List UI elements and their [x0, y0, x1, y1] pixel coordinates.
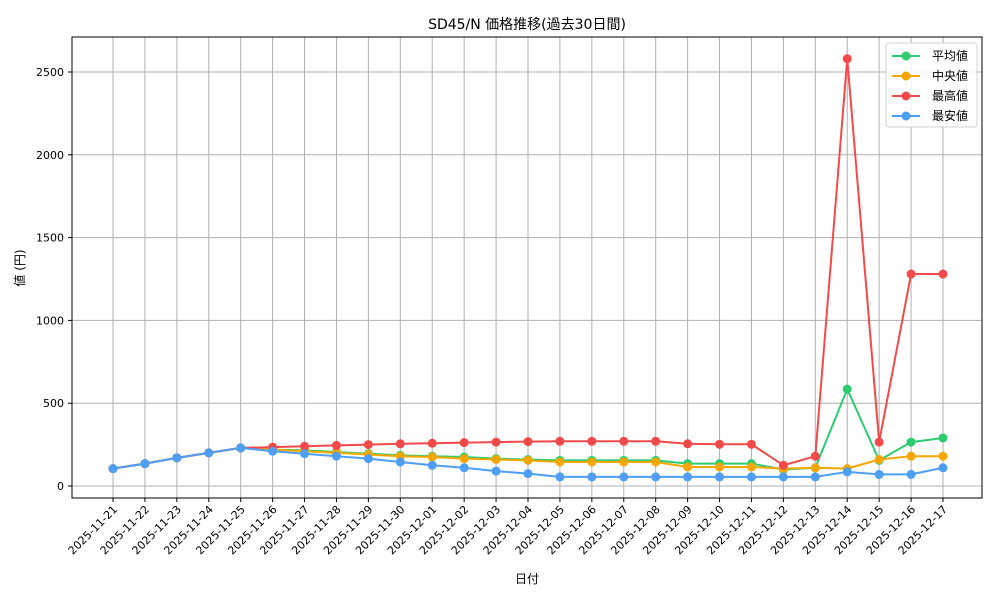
grid-lines: [72, 37, 982, 498]
data-series: [108, 54, 948, 482]
legend-item: 最安値: [892, 108, 968, 123]
legend-item: 中央値: [892, 68, 968, 83]
legend-item: 最高値: [892, 88, 968, 103]
x-axis-ticks: 2025-11-212025-11-222025-11-232025-11-24…: [66, 498, 950, 557]
svg-text:0: 0: [57, 480, 64, 493]
svg-text:2500: 2500: [36, 66, 64, 79]
x-axis-label: 日付: [515, 572, 539, 586]
svg-text:最安値: 最安値: [932, 108, 968, 123]
y-axis-label: 値 (円): [12, 249, 27, 286]
svg-text:1000: 1000: [36, 314, 64, 327]
svg-text:中央値: 中央値: [932, 68, 968, 83]
chart-title: SD45/N 価格推移(過去30日間): [428, 17, 626, 33]
plot-frame: [71, 36, 983, 499]
svg-text:平均値: 平均値: [932, 48, 968, 63]
svg-text:500: 500: [43, 397, 64, 410]
series-line: [108, 443, 948, 482]
y-axis-ticks: 0 500 1000 1500 2000 2500: [36, 66, 72, 493]
svg-text:最高値: 最高値: [932, 88, 968, 103]
legend-item: 平均値: [892, 48, 968, 63]
svg-text:1500: 1500: [36, 232, 64, 245]
svg-text:2000: 2000: [36, 149, 64, 162]
